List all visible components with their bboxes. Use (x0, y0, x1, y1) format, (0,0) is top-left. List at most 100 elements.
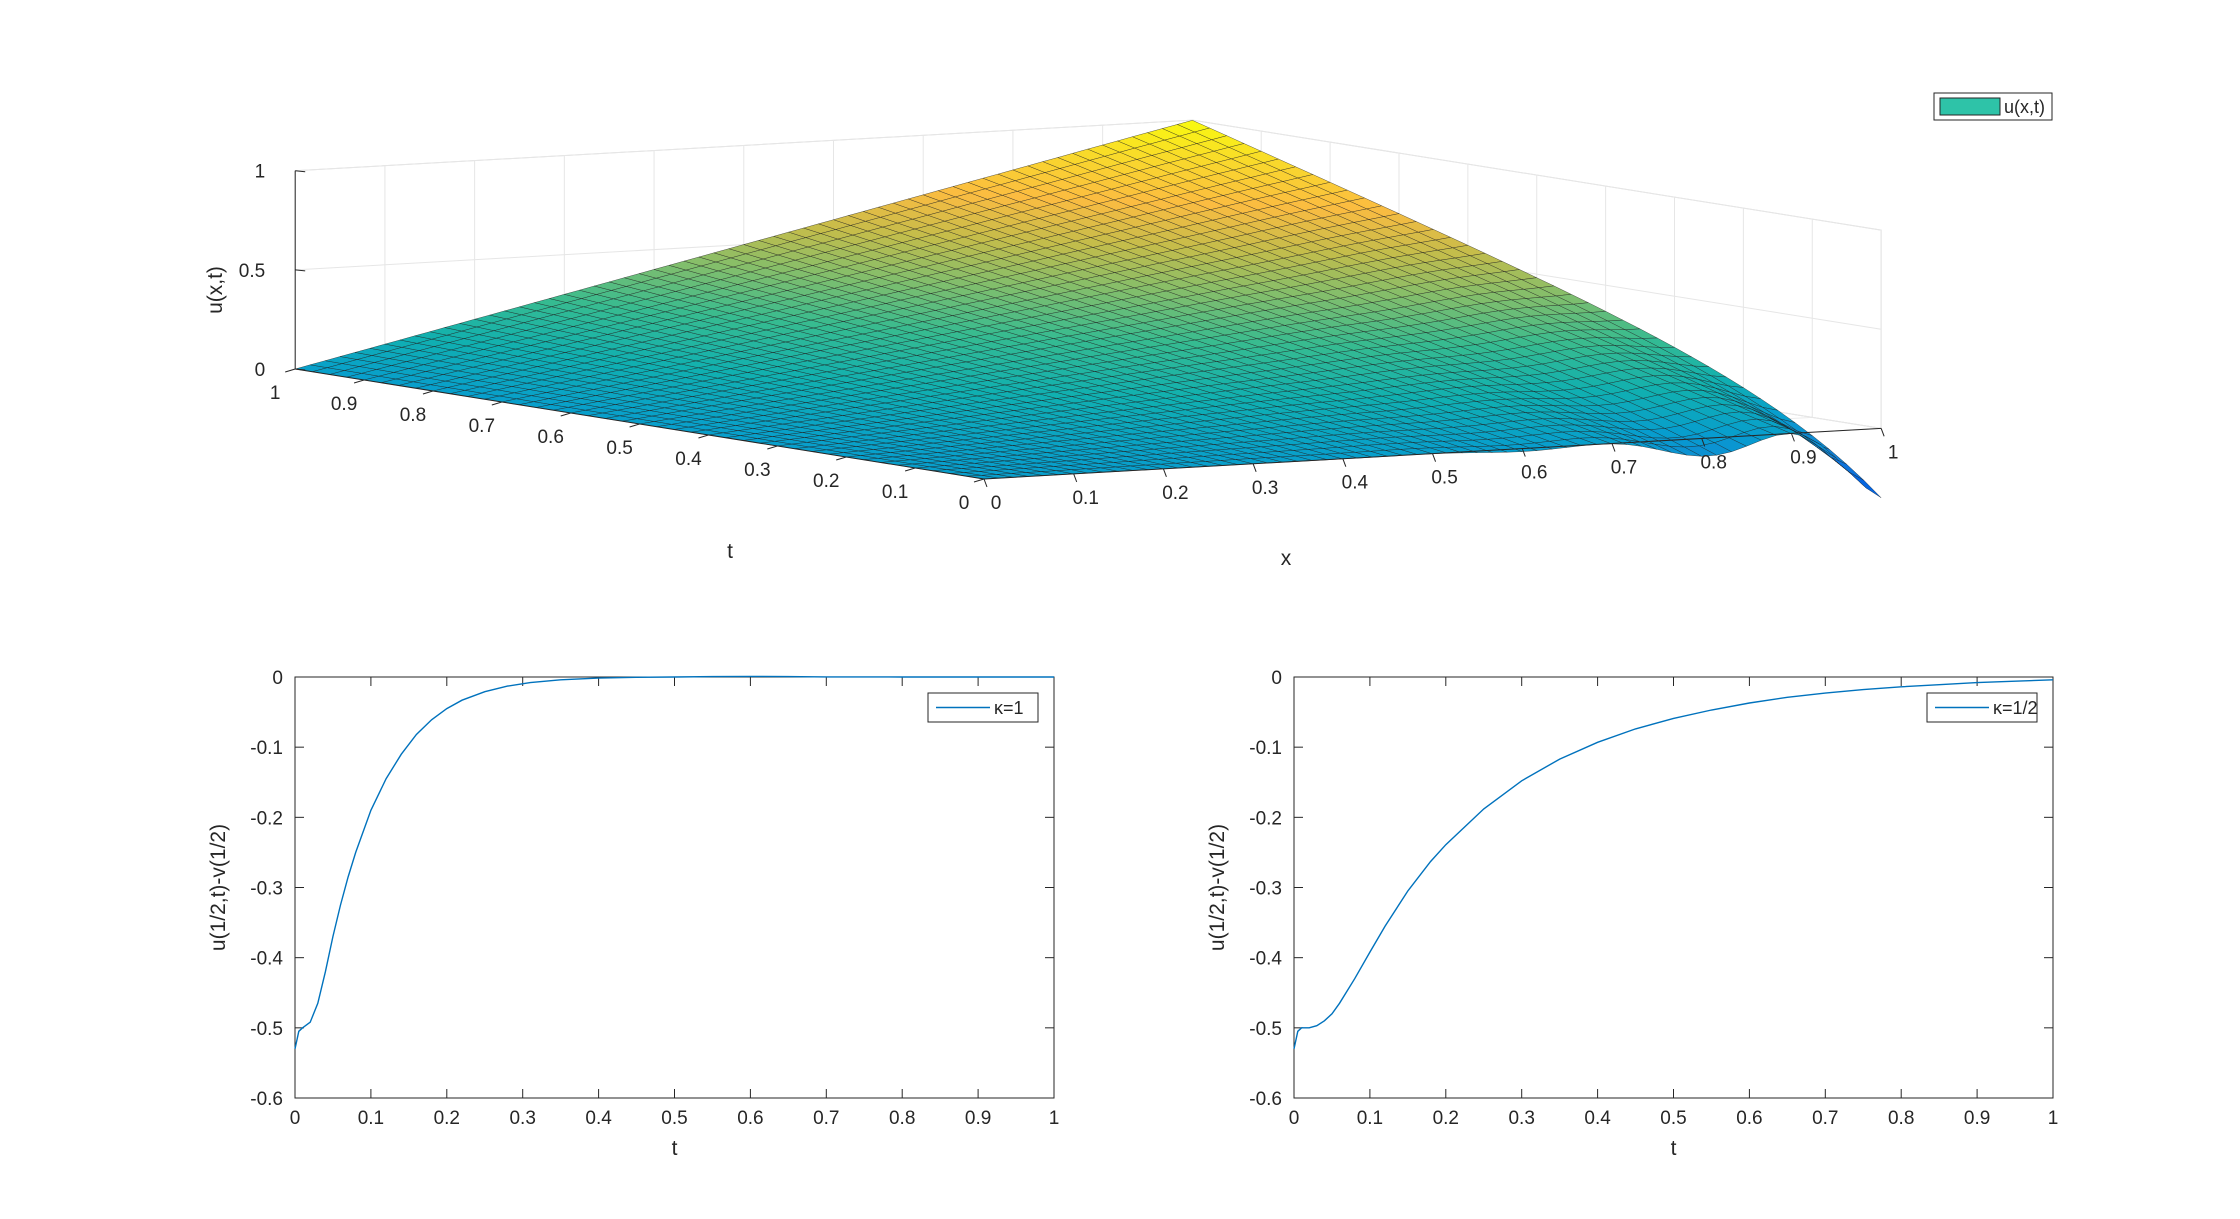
t-tick-mark (629, 423, 640, 428)
surface-legend: u(x,t) (1933, 92, 2053, 121)
x-tick-label: 0 (1289, 1108, 1300, 1129)
x-tick-label: 0 (290, 1108, 301, 1129)
plot-area (294, 676, 1055, 1099)
y-tick-label: 0 (272, 668, 283, 689)
x-tick-label: 1 (2048, 1108, 2059, 1129)
line-plot-kappa-half: 0 0.1 0.2 0.3 0.4 0.5 0.6 0.7 0.8 0.9 1 0 -0.1 -0.2 -0… (1206, 668, 2058, 1160)
x-tick-mark (1880, 428, 1885, 437)
t-tick-mark (767, 445, 778, 450)
y-tick-label: -0.1 (250, 738, 283, 759)
t-tick-mark (698, 434, 709, 439)
axis-ticks: 0 0.1 0.2 0.3 0.4 0.5 0.6 0.7 0.8 0.9 1 0 -0.1 -0.2 -0… (1249, 668, 2058, 1129)
x-tick-mark (1252, 463, 1257, 472)
t-tick-label: 0 (959, 493, 970, 514)
y-tick-label: -0.3 (1249, 879, 1282, 900)
t-tick-mark (285, 368, 296, 373)
x-tick-label: 0.2 (1162, 483, 1188, 504)
x-tick-label: 0.3 (509, 1108, 535, 1129)
surface-tick-labels: 0 0.1 0.2 0.3 0.4 0.5 0.6 0.7 0.8 0.9 100.10.20.30… (239, 162, 1899, 514)
x-tick-label: 0.8 (889, 1108, 915, 1129)
x-tick-label: 0.4 (1342, 473, 1369, 494)
y-tick-label: -0.6 (1249, 1089, 1282, 1110)
t-tick-label: 0.4 (675, 449, 702, 470)
z-tick-label: 0.5 (239, 261, 265, 282)
t-tick-label: 0.2 (813, 471, 839, 492)
z-tick-label: 1 (255, 162, 266, 183)
series-line (1293, 679, 2054, 1050)
x-tick-mark (1701, 438, 1706, 447)
x-tick-mark (1073, 473, 1078, 483)
y-tick-label: -0.3 (250, 879, 283, 900)
x-tick-mark (1611, 443, 1616, 452)
t-tick-mark (560, 412, 571, 417)
x-tick-label: 1 (1049, 1108, 1060, 1129)
y-tick-label: -0.4 (1249, 949, 1282, 970)
t-tick-label: 0.9 (331, 394, 357, 415)
x-tick-label: 0.3 (1508, 1108, 1534, 1129)
surface-mesh (295, 120, 1882, 498)
x-tick-label: 0.2 (434, 1108, 460, 1129)
x-axis-label: t (1671, 1137, 1677, 1160)
t-tick-label: 1 (270, 383, 281, 404)
x-tick-label: 0.6 (1521, 463, 1547, 484)
x-tick-label: 1 (1888, 442, 1899, 463)
x-tick-label: 0.7 (1812, 1108, 1838, 1129)
legend-label: u(x,t) (2004, 97, 2045, 117)
x-tick-label: 0.9 (1964, 1108, 1990, 1129)
x-tick-label: 0.9 (965, 1108, 991, 1129)
x-tick-label: 0.6 (1736, 1108, 1762, 1129)
y-axis-label: u(1/2,t)-v(1/2) (1206, 824, 1229, 951)
z-tick-mark (295, 170, 306, 173)
t-tick-mark (973, 478, 985, 483)
y-tick-label: -0.2 (1249, 808, 1282, 829)
x-tick-label: 0.7 (1611, 458, 1637, 479)
y-tick-label: -0.6 (250, 1089, 283, 1110)
y-tick-label: -0.5 (250, 1019, 283, 1040)
t-tick-mark (836, 456, 847, 461)
t-tick-label: 0.5 (606, 438, 632, 459)
z-tick-mark (295, 269, 306, 272)
surface-t-label: t (727, 540, 733, 563)
x-tick-label: 0.2 (1433, 1108, 1459, 1129)
x-tick-label: 0.5 (1660, 1108, 1686, 1129)
x-tick-mark (1162, 468, 1167, 478)
t-tick-mark (491, 401, 502, 406)
y-tick-label: -0.5 (1249, 1019, 1282, 1040)
x-tick-label: 0.8 (1888, 1108, 1914, 1129)
line-plot-kappa-1: 0 0.1 0.2 0.3 0.4 0.5 0.6 0.7 0.8 0.9 1 0 -0.1 -0.2 -0… (207, 668, 1059, 1160)
x-tick-mark (1342, 458, 1347, 467)
axis-ticks: 0 0.1 0.2 0.3 0.4 0.5 0.6 0.7 0.8 0.9 1 0 -0.1 -0.2 -0… (250, 668, 1059, 1129)
y-axis-label: u(1/2,t)-v(1/2) (207, 824, 230, 951)
legend-label: κ=1/2 (1993, 698, 2038, 718)
x-tick-mark (1790, 433, 1795, 442)
legend: κ=1 (927, 692, 1039, 723)
t-tick-label: 0.3 (744, 460, 770, 481)
series-line (294, 675, 1054, 1050)
x-tick-label: 0.4 (1584, 1108, 1611, 1129)
t-tick-label: 0.1 (882, 482, 908, 503)
t-tick-label: 0.8 (400, 405, 426, 426)
x-tick-mark (1432, 453, 1437, 462)
x-tick-mark (983, 478, 988, 488)
x-axis-label: t (672, 1137, 678, 1160)
surface-x-label: x (1281, 547, 1292, 570)
y-tick-label: -0.1 (1249, 738, 1282, 759)
z-tick-label: 0 (255, 360, 266, 381)
x-tick-label: 0.1 (358, 1108, 384, 1129)
surface-patch (1831, 457, 1865, 481)
x-tick-label: 0.1 (1072, 488, 1098, 509)
x-tick-label: 0.5 (661, 1108, 687, 1129)
legend-label: κ=1 (994, 698, 1024, 718)
y-tick-label: -0.2 (250, 808, 283, 829)
x-tick-mark (1521, 448, 1526, 457)
surface-patch (1833, 459, 1867, 489)
surface-plot: 0 0.1 0.2 0.3 0.4 0.5 0.6 0.7 0.8 0.9 100.10.20.30… (204, 92, 2053, 570)
t-tick-label: 0.6 (537, 427, 563, 448)
t-tick-mark (353, 379, 365, 384)
x-tick-label: 0.5 (1431, 468, 1457, 489)
t-axis-line (295, 368, 985, 480)
legend: κ=1/2 (1926, 692, 2038, 723)
plot-area (1293, 676, 2054, 1099)
x-tick-label: 0 (991, 493, 1002, 514)
